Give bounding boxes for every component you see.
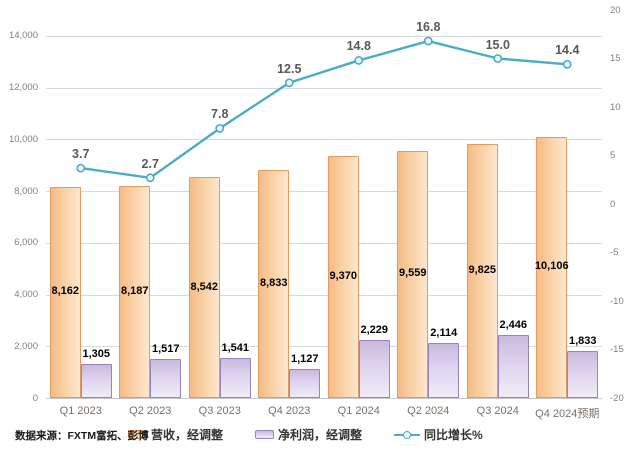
net-profit-value-label: 2,229 — [360, 324, 389, 337]
x-axis-label: Q1 2023 — [59, 405, 102, 417]
revenue-bar — [188, 177, 220, 398]
left-axis-tick: 8,000 — [14, 185, 38, 197]
growth-point-marker — [215, 123, 225, 133]
legend-item: 净利润，经调整 — [255, 426, 362, 443]
gridline — [46, 191, 602, 193]
legend-label: 营收，经调整 — [151, 428, 224, 442]
x-axis-label: Q4 2023 — [268, 405, 311, 417]
x-axis-label: Q4 2024预期 — [535, 408, 600, 420]
right-axis-tick: 20 — [610, 4, 621, 16]
left-axis-tick: 0 — [32, 392, 38, 404]
gridline — [46, 35, 602, 37]
growth-value-label: 15.0 — [485, 37, 510, 52]
revenue-value-label: 9,825 — [468, 263, 497, 276]
net-profit-value-label: 1,833 — [568, 334, 597, 347]
revenue-bar — [397, 150, 429, 398]
revenue-bar — [49, 186, 81, 398]
growth-value-label: 12.5 — [277, 61, 302, 76]
left-axis-tick: 14,000 — [8, 30, 38, 42]
gridline — [46, 139, 602, 141]
legend-label: 同比增长% — [424, 428, 483, 442]
growth-point-marker — [562, 59, 572, 69]
revenue-value-label: 9,370 — [329, 269, 358, 282]
growth-value-label: 3.7 — [72, 147, 90, 162]
left-axis-tick: 6,000 — [14, 237, 38, 249]
revenue-bar — [119, 186, 151, 398]
x-axis-label: Q2 2023 — [129, 405, 172, 417]
revenue-bar — [327, 155, 359, 398]
gridline — [46, 398, 602, 399]
gridline — [46, 87, 602, 89]
x-axis-label: Q2 2024 — [407, 405, 450, 417]
net-profit-bar — [567, 350, 599, 398]
revenue-legend-swatch — [128, 430, 147, 439]
growth-point-marker — [354, 56, 364, 65]
growth-point-marker — [493, 54, 503, 63]
revenue-value-label: 10,106 — [534, 260, 569, 273]
right-axis-tick: -15 — [610, 344, 624, 355]
left-axis-tick: 12,000 — [8, 82, 38, 94]
net-profit-bar — [289, 368, 321, 398]
x-axis-label: Q1 2024 — [337, 405, 380, 417]
source-note: 数据来源：FXTM富拓、彭博 — [15, 430, 149, 442]
revenue-bar — [536, 136, 568, 398]
revenue-value-label: 8,162 — [51, 285, 80, 298]
growth-point-marker — [76, 163, 86, 173]
net-profit-value-label: 2,114 — [430, 327, 458, 340]
net-profit-value-label: 1,541 — [221, 342, 250, 355]
growth-point-marker — [145, 173, 155, 183]
x-axis-label: Q3 2024 — [476, 405, 519, 417]
net-profit-value-label: 1,517 — [151, 342, 180, 355]
revenue-value-label: 8,833 — [259, 276, 288, 289]
right-axis-tick: 5 — [610, 150, 616, 161]
net-profit-bar — [80, 364, 112, 398]
revenue-value-label: 8,187 — [120, 285, 149, 298]
growth-legend-swatch — [394, 430, 421, 440]
legend-item: 同比增长% — [394, 426, 483, 443]
growth-point-marker — [423, 36, 433, 46]
growth-value-label: 16.8 — [416, 20, 441, 35]
right-axis-tick: -10 — [610, 295, 624, 307]
revenue-value-label: 9,559 — [398, 267, 427, 280]
net-profit-bar — [150, 358, 182, 398]
net-profit-legend-swatch — [255, 430, 275, 439]
revenue-value-label: 8,542 — [190, 280, 219, 293]
gridline — [46, 242, 602, 244]
right-axis-tick: 15 — [610, 53, 621, 64]
net-profit-bar — [428, 343, 460, 398]
gridline — [46, 346, 602, 348]
revenue-bar — [258, 169, 290, 398]
net-profit-bar — [497, 334, 529, 398]
net-profit-value-label: 2,446 — [499, 318, 528, 331]
gridline — [46, 294, 602, 296]
left-axis-tick: 10,000 — [8, 133, 38, 145]
left-axis-tick: 2,000 — [14, 340, 38, 352]
right-axis-tick: 10 — [610, 101, 621, 113]
net-profit-bar — [358, 340, 390, 398]
growth-value-label: 14.4 — [555, 43, 580, 58]
right-axis-tick: -20 — [610, 392, 624, 404]
growth-value-label: 14.8 — [346, 39, 371, 54]
net-profit-value-label: 1,127 — [290, 352, 319, 365]
left-axis-tick: 4,000 — [14, 289, 38, 301]
right-axis-tick: 0 — [610, 198, 616, 210]
legend: 营收，经调整 净利润，经调整 同比增长% — [128, 426, 483, 443]
legend-item: 营收，经调整 — [128, 426, 223, 443]
growth-value-label: 2.7 — [141, 156, 159, 171]
right-axis-tick: -5 — [610, 247, 619, 258]
legend-label: 净利润，经调整 — [278, 428, 363, 442]
revenue-bar — [466, 143, 498, 398]
net-profit-bar — [219, 358, 251, 398]
legend-line-marker — [403, 430, 412, 439]
net-profit-value-label: 1,305 — [82, 348, 111, 361]
x-axis-label: Q3 2023 — [198, 405, 241, 417]
growth-point-marker — [284, 78, 294, 88]
growth-value-label: 7.8 — [211, 107, 229, 122]
